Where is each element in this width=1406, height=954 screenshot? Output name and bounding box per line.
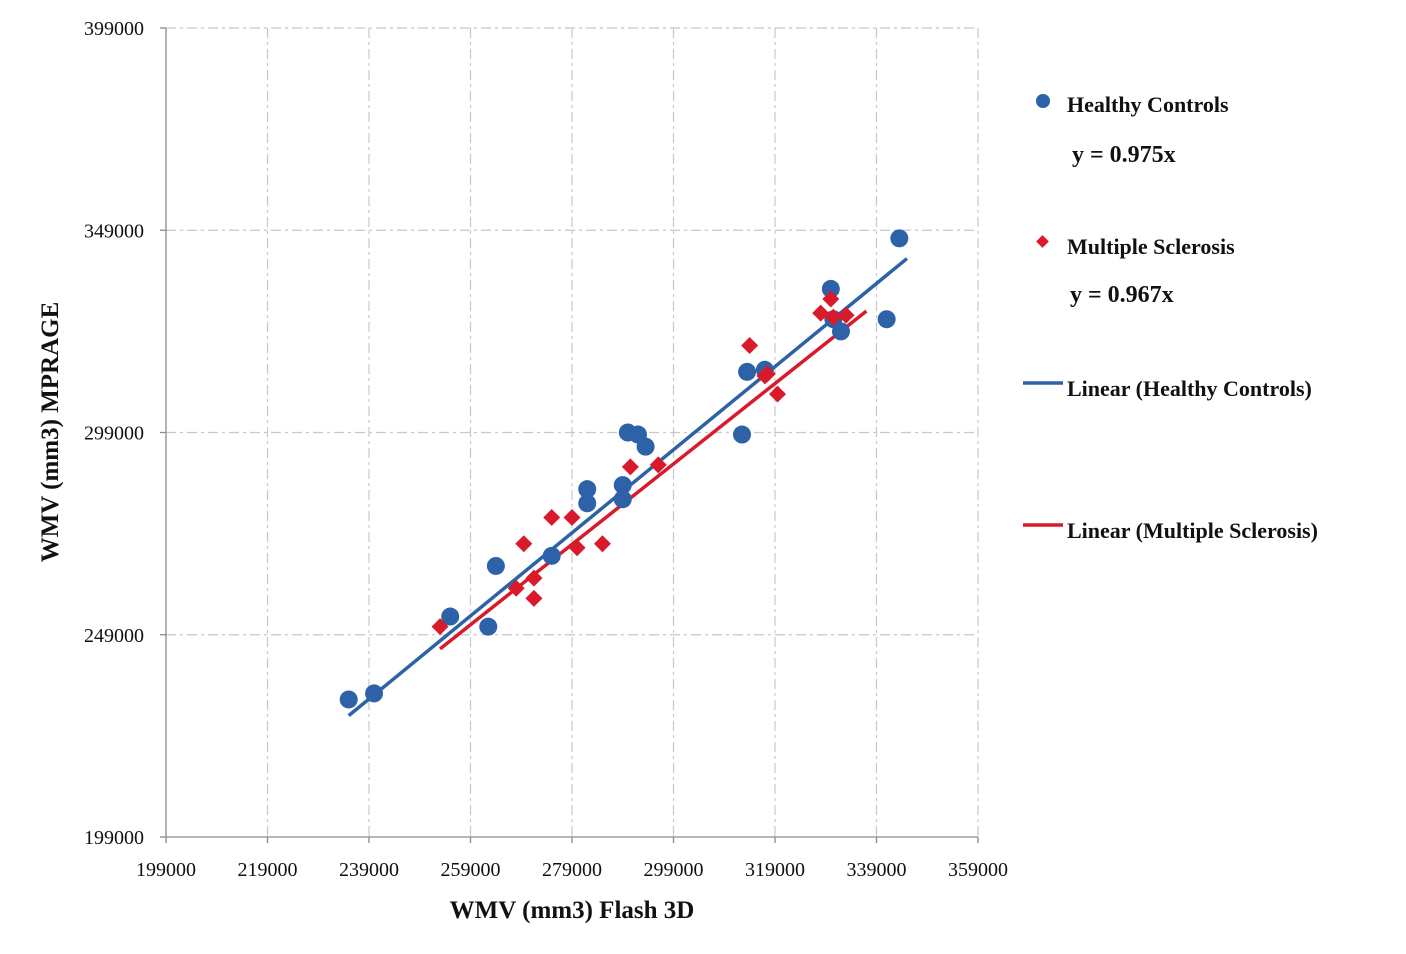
point-healthy-controls (613, 490, 632, 509)
y-tick-label: 349000 (84, 220, 144, 242)
x-tick-label: 239000 (339, 859, 399, 881)
point-healthy-controls (636, 437, 655, 456)
point-multiple-sclerosis (563, 508, 581, 526)
point-healthy-controls (613, 476, 632, 495)
point-multiple-sclerosis (621, 458, 639, 476)
legend-marker-healthy-controls (1036, 94, 1050, 108)
legend: Healthy Controls y = 0.975x Multiple Scl… (1023, 92, 1318, 543)
point-healthy-controls (738, 362, 757, 381)
point-multiple-sclerosis (758, 365, 776, 383)
point-healthy-controls (877, 310, 896, 329)
grid-layer (166, 27, 979, 837)
trendline-linear-multiple-sclerosis (438, 309, 868, 651)
y-tick-label: 249000 (84, 625, 144, 647)
x-tick-label: 339000 (847, 859, 907, 881)
point-multiple-sclerosis (822, 290, 840, 308)
y-tick-label: 399000 (84, 18, 144, 40)
point-healthy-controls (441, 607, 460, 626)
point-multiple-sclerosis (824, 308, 842, 326)
point-healthy-controls (542, 546, 561, 565)
x-tick-label: 219000 (238, 859, 298, 881)
point-healthy-controls (821, 279, 840, 298)
point-healthy-controls (831, 322, 850, 341)
point-healthy-controls (486, 556, 505, 575)
point-healthy-controls (890, 229, 909, 248)
point-multiple-sclerosis (593, 535, 611, 553)
x-tick-label: 199000 (136, 859, 196, 881)
point-multiple-sclerosis (649, 456, 667, 474)
point-healthy-controls (365, 684, 384, 703)
point-multiple-sclerosis (812, 304, 830, 322)
x-tick-label: 259000 (441, 859, 501, 881)
equation-healthy-controls: y = 0.975x (1072, 142, 1176, 168)
y-tick-label: 199000 (84, 827, 144, 849)
point-healthy-controls (339, 690, 358, 709)
y-tick-label: 299000 (84, 423, 144, 445)
y-axis-title: WMV (mm3) MPRAGE (37, 302, 64, 563)
legend-label-healthy-controls: Healthy Controls (1067, 92, 1229, 117)
point-multiple-sclerosis (769, 385, 787, 403)
point-multiple-sclerosis (543, 508, 561, 526)
point-multiple-sclerosis (515, 535, 533, 553)
points-layer (339, 229, 909, 709)
point-multiple-sclerosis (837, 306, 855, 324)
point-healthy-controls (733, 425, 752, 444)
point-healthy-controls (578, 494, 597, 513)
point-healthy-controls (578, 480, 597, 499)
point-healthy-controls (479, 617, 498, 636)
point-multiple-sclerosis (507, 579, 525, 597)
x-tick-label: 279000 (542, 859, 602, 881)
x-tick-label: 359000 (948, 859, 1008, 881)
equation-multiple-sclerosis: y = 0.967x (1070, 282, 1174, 308)
point-multiple-sclerosis (431, 618, 449, 636)
tick-labels-layer: 199000 219000 239000 259000 279000 299000 3190… (84, 18, 1008, 881)
x-tick-label: 319000 (745, 859, 805, 881)
x-axis-title: WMV (mm3) Flash 3D (450, 897, 695, 924)
x-tick-label: 299000 (644, 859, 704, 881)
point-multiple-sclerosis (741, 337, 759, 355)
point-multiple-sclerosis (525, 589, 543, 607)
legend-label-linear-healthy-controls: Linear (Healthy Controls) (1067, 376, 1312, 401)
axes-layer (160, 27, 979, 843)
point-multiple-sclerosis (525, 569, 543, 587)
legend-marker-multiple-sclerosis (1036, 235, 1049, 248)
point-multiple-sclerosis (568, 539, 586, 557)
legend-label-multiple-sclerosis: Multiple Sclerosis (1067, 234, 1235, 259)
legend-label-linear-multiple-sclerosis: Linear (Multiple Sclerosis) (1067, 518, 1318, 543)
